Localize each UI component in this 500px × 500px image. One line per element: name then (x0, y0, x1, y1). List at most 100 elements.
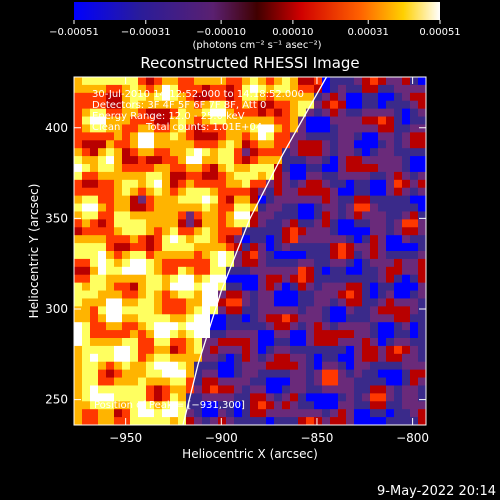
heatmap-cell (98, 171, 107, 181)
heatmap-cell (402, 203, 411, 213)
heatmap-cell (170, 377, 179, 387)
heatmap-cell (90, 203, 99, 213)
heatmap-cell (386, 258, 395, 268)
heatmap-cell (410, 409, 419, 418)
heatmap-cell (186, 417, 195, 425)
heatmap-cell (386, 148, 395, 157)
heatmap-cell (258, 187, 267, 197)
heatmap-cell (138, 243, 147, 252)
heatmap-cell (122, 148, 131, 157)
heatmap-cell (202, 377, 211, 387)
heatmap-cell (194, 251, 203, 260)
heatmap-cell (202, 266, 211, 276)
heatmap-cell (290, 377, 299, 387)
heatmap-cell (122, 385, 131, 394)
heatmap-cell (346, 124, 355, 133)
heatmap-cell (170, 298, 179, 307)
heatmap-cell (322, 187, 331, 197)
heatmap-cell (194, 148, 203, 157)
heatmap-cell (266, 338, 275, 347)
heatmap-cell (186, 322, 195, 331)
heatmap-cell (378, 187, 387, 197)
heatmap-cell (162, 148, 171, 157)
heatmap-cell (98, 211, 107, 220)
heatmap-cell (194, 385, 203, 394)
heatmap-cell (138, 353, 147, 363)
heatmap-cell (106, 243, 115, 252)
heatmap-cell (162, 314, 171, 323)
heatmap-cell (282, 369, 291, 379)
heatmap-cell (114, 361, 123, 371)
heatmap-cell (114, 187, 123, 197)
heatmap-cell (266, 266, 275, 276)
heatmap-cell (306, 179, 315, 189)
heatmap-cell (418, 369, 426, 379)
heatmap-cell (162, 298, 171, 307)
heatmap-cell (130, 369, 139, 379)
heatmap-cell (210, 282, 219, 292)
heatmap-cell (418, 385, 426, 394)
heatmap-cell (170, 361, 179, 371)
heatmap-cell (250, 148, 259, 157)
heatmap-cell (218, 116, 227, 126)
heatmap-cell (234, 345, 243, 355)
heatmap-cell (194, 353, 203, 363)
heatmap-cell (290, 361, 299, 371)
heatmap-cell (210, 100, 219, 110)
heatmap-cell (306, 330, 315, 339)
heatmap-cell (162, 377, 171, 387)
heatmap-cell (250, 164, 259, 173)
heatmap-cell (202, 203, 211, 213)
heatmap-cell (354, 338, 363, 347)
heatmap-cell (106, 338, 115, 347)
heatmap-cell (338, 377, 347, 387)
heatmap-cell (170, 243, 179, 252)
heatmap-cell (418, 417, 426, 425)
heatmap-cell (314, 266, 323, 276)
heatmap-cell (250, 322, 259, 331)
heatmap-cell (178, 171, 187, 181)
heatmap-cell (314, 338, 323, 347)
heatmap-cell (210, 156, 219, 165)
heatmap-cell (82, 140, 91, 149)
heatmap-cell (314, 124, 323, 133)
heatmap-cell (138, 251, 147, 260)
heatmap-cell (258, 92, 267, 102)
heatmap-cell (314, 171, 323, 181)
heatmap-cell (322, 100, 331, 110)
heatmap-cell (242, 108, 251, 118)
heatmap-cell (338, 124, 347, 133)
heatmap-cell (114, 385, 123, 394)
heatmap-cell (362, 369, 371, 379)
heatmap-cell (170, 84, 179, 94)
heatmap-cell (106, 164, 115, 173)
heatmap-cell (98, 401, 107, 410)
heatmap-cell (410, 179, 419, 189)
heatmap-cell (210, 211, 219, 220)
heatmap-cell (314, 243, 323, 252)
heatmap-cell (362, 243, 371, 252)
heatmap-cell (306, 417, 315, 425)
heatmap-cell (274, 361, 283, 371)
heatmap-cell (346, 156, 355, 165)
heatmap-cell (114, 116, 123, 126)
heatmap-cell (394, 235, 403, 244)
heatmap-cell (330, 345, 339, 355)
heatmap-cell (306, 369, 315, 379)
heatmap-cell (298, 77, 307, 86)
heatmap-cell (202, 345, 211, 355)
heatmap-cell (418, 377, 426, 387)
heatmap-cell (114, 211, 123, 220)
heatmap-cell (378, 369, 387, 379)
heatmap-cell (394, 148, 403, 157)
heatmap-cell (282, 314, 291, 323)
heatmap-cell (370, 77, 379, 86)
heatmap-cell (186, 164, 195, 173)
heatmap-cell (322, 148, 331, 157)
heatmap-cell (290, 100, 299, 110)
heatmap-cell (178, 140, 187, 149)
heatmap-cell (194, 164, 203, 173)
heatmap-cell (170, 417, 179, 425)
heatmap-cell (122, 132, 131, 141)
heatmap-cell (114, 377, 123, 387)
